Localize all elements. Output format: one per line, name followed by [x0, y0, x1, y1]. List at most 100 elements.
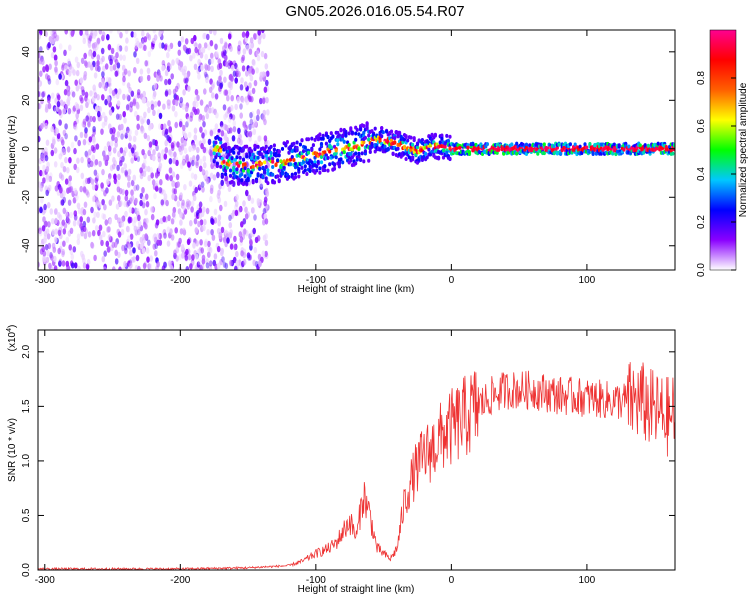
heatmap-cell — [355, 157, 359, 162]
heatmap-cell — [108, 173, 112, 180]
heatmap-cell — [147, 50, 152, 58]
heatmap-cell — [92, 217, 96, 224]
heatmap-cell — [328, 149, 332, 154]
heatmap-cell — [153, 192, 157, 200]
heatmap-cell — [198, 207, 202, 214]
heatmap-cell — [183, 184, 187, 191]
heatmap-cell — [58, 260, 62, 267]
heatmap-cell — [94, 105, 99, 112]
heatmap-cell — [293, 171, 298, 176]
heatmap-cell — [254, 179, 259, 184]
heatmap-cell — [83, 232, 88, 240]
heatmap-cell — [116, 46, 121, 53]
heatmap-cell — [56, 132, 61, 140]
heatmap-cell — [95, 201, 99, 208]
colorbar-tick-label: 0.2 — [696, 215, 707, 229]
heatmap-cell — [315, 164, 319, 169]
heatmap-cell — [198, 181, 203, 189]
heatmap-cell — [167, 45, 171, 52]
heatmap-cell — [172, 157, 176, 164]
heatmap-cell — [82, 33, 86, 40]
heatmap-cell — [103, 155, 107, 162]
heatmap-cell — [250, 149, 254, 154]
heatmap-cell — [295, 148, 299, 153]
heatmap-cell — [101, 121, 106, 129]
heatmap-cell — [56, 94, 61, 101]
heatmap-cell — [44, 244, 49, 251]
heatmap-cell — [101, 212, 105, 220]
heatmap-cell — [240, 172, 244, 177]
heatmap-cell — [82, 257, 86, 264]
heatmap-cell — [84, 127, 88, 134]
heatmap-cell — [332, 162, 337, 167]
heatmap-cell — [215, 145, 219, 149]
heatmap-cell — [192, 242, 196, 249]
heatmap-cell — [50, 254, 54, 261]
heatmap-cell — [210, 229, 214, 236]
heatmap-cell — [42, 177, 46, 184]
heatmap-cell — [72, 197, 77, 204]
heatmap-cell — [229, 45, 233, 52]
heatmap-cell — [163, 232, 167, 239]
heatmap-cell — [61, 248, 66, 256]
heatmap-cell — [176, 181, 180, 188]
heatmap-cell — [73, 163, 77, 171]
heatmap-cell — [125, 201, 130, 208]
heatmap-cell — [229, 113, 233, 120]
heatmap-cell — [257, 38, 262, 45]
heatmap-cell — [224, 172, 228, 177]
heatmap-cell — [59, 199, 64, 206]
heatmap-cell — [212, 151, 216, 156]
heatmap-cell — [152, 154, 156, 162]
heatmap-cell — [112, 163, 116, 170]
heatmap-cell — [102, 65, 106, 72]
heatmap-cell — [141, 127, 145, 134]
heatmap-cell — [124, 244, 128, 251]
heatmap-cell — [234, 77, 238, 84]
heatmap-cell — [192, 155, 196, 162]
heatmap-cell — [143, 132, 148, 139]
colorbar-tick-label: 0.4 — [696, 167, 707, 181]
heatmap-cell — [135, 57, 140, 64]
heatmap-cell — [217, 196, 222, 204]
heatmap-cell — [119, 147, 124, 154]
heatmap-cell — [39, 46, 43, 53]
heatmap-cell — [362, 124, 366, 128]
heatmap-cell — [292, 141, 296, 146]
heatmap-cell — [140, 127, 144, 134]
heatmap-cell — [266, 168, 270, 173]
heatmap-cell — [222, 45, 226, 52]
heatmap-cell — [133, 216, 137, 223]
heatmap-cell — [227, 62, 232, 70]
heatmap-cell — [114, 213, 118, 221]
heatmap-cell — [196, 94, 200, 102]
heatmap-cell — [61, 250, 65, 258]
heatmap-cell — [237, 137, 241, 144]
heatmap-cell — [363, 149, 367, 154]
heatmap-cell — [297, 167, 301, 171]
heatmap-cell — [114, 136, 118, 144]
heatmap-cell — [73, 147, 77, 155]
heatmap-cell — [175, 159, 179, 167]
heatmap-cell — [182, 44, 187, 51]
heatmap-cell — [220, 247, 224, 255]
heatmap-cell — [234, 62, 238, 70]
heatmap-cell — [185, 155, 189, 162]
heatmap-cell — [214, 140, 218, 145]
heatmap-cell — [132, 247, 136, 254]
heatmap-cell — [145, 60, 150, 67]
heatmap-cell — [224, 142, 228, 147]
heatmap-cell — [251, 122, 256, 129]
heatmap-cell — [385, 129, 389, 134]
heatmap-cell — [241, 54, 246, 61]
heatmap-cell — [115, 52, 119, 59]
heatmap-cell — [100, 128, 104, 135]
heatmap-cell — [139, 68, 144, 75]
heatmap-cell — [214, 93, 219, 100]
heatmap-cell — [203, 69, 208, 77]
heatmap-cell — [502, 151, 506, 156]
heatmap-cell — [237, 127, 241, 134]
heatmap-cell — [256, 54, 261, 62]
heatmap-cell — [116, 164, 120, 172]
heatmap-cell — [334, 148, 338, 153]
